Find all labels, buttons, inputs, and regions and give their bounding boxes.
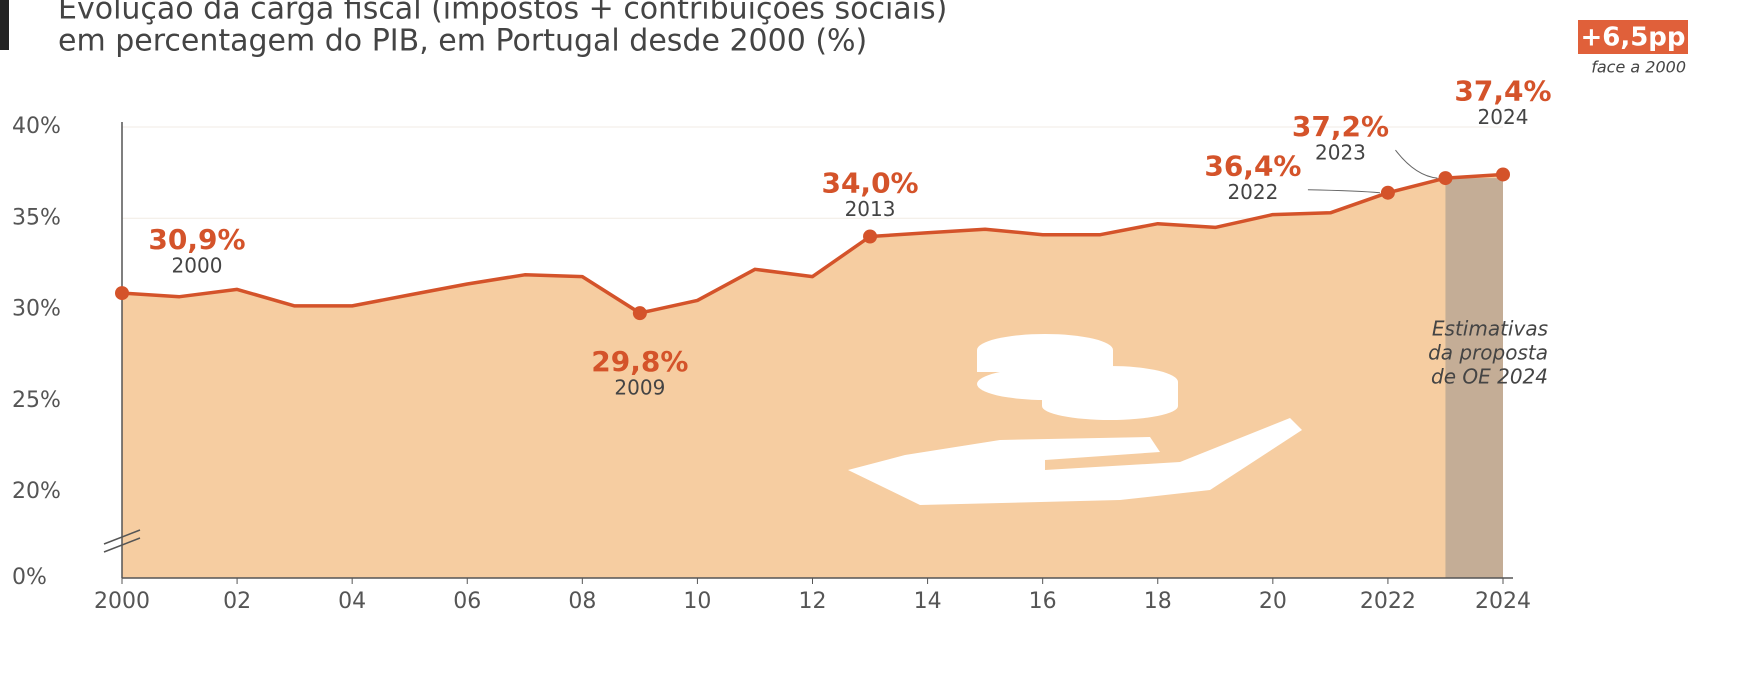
x-tick-label: 04: [338, 589, 366, 614]
year-label: 2009: [614, 376, 665, 400]
coin: [977, 350, 1113, 372]
year-label: 2000: [172, 254, 223, 278]
x-tick-label: 20: [1259, 589, 1287, 614]
year-label: 2023: [1315, 141, 1366, 165]
value-label: 30,9%: [148, 223, 245, 256]
axis-break: [103, 529, 141, 553]
title-bar: [0, 0, 9, 50]
y-tick-label: 25%: [12, 388, 61, 413]
coin: [1042, 392, 1178, 420]
coins-hand-icon: [848, 334, 1302, 505]
value-label: 36,4%: [1204, 150, 1301, 183]
value-label: 37,2%: [1292, 110, 1389, 143]
estimate-region: [1445, 178, 1503, 578]
estimate-label: Estimativas: [1432, 317, 1548, 341]
estimate-label: de OE 2024: [1431, 365, 1548, 389]
point: [1496, 167, 1510, 182]
x-tick-label: 14: [914, 589, 942, 614]
value-label: 37,4%: [1454, 74, 1551, 107]
x-tick-label: 06: [453, 589, 481, 614]
chart-subtitle: em percentagem do PIB, em Portugal desde…: [58, 24, 867, 59]
x-tick-label: 02: [223, 589, 251, 614]
leader-line: [1395, 149, 1438, 179]
year-label: 2024: [1478, 105, 1529, 129]
chart-title: Evolução da carga fiscal (impostos + con…: [58, 0, 947, 27]
y-tick-label: 35%: [12, 205, 61, 230]
point: [863, 229, 878, 244]
point: [1438, 171, 1453, 186]
area: [122, 174, 1503, 578]
badge-box: [1578, 20, 1688, 54]
x-tick-label: 10: [683, 589, 711, 614]
y-tick-label: 30%: [12, 297, 61, 322]
x-tick-label: 2022: [1360, 589, 1416, 614]
x-tick-label: 08: [568, 589, 596, 614]
x-tick-label: 18: [1144, 589, 1172, 614]
point: [1380, 185, 1395, 200]
badge: +6,5pp: [1580, 23, 1685, 53]
estimate-label: da proposta: [1428, 341, 1548, 365]
point: [632, 306, 647, 321]
hand: [848, 418, 1302, 505]
x-tick-label: 2000: [94, 589, 150, 614]
year-label: 2013: [845, 197, 896, 221]
badge-note: face a 2000: [1591, 58, 1686, 77]
year-label: 2022: [1227, 180, 1278, 204]
point: [115, 286, 129, 301]
x-tick-label: 16: [1029, 589, 1057, 614]
line: [121, 172, 1504, 315]
y-tick-label: 20%: [12, 479, 61, 504]
value-label: 29,8%: [591, 345, 688, 378]
y-tick-label: 40%: [12, 114, 61, 139]
x-tick-label: 2024: [1475, 589, 1531, 614]
y-tick-label: 0%: [12, 565, 47, 590]
value-label: 34,0%: [821, 167, 918, 200]
leader-line: [1307, 189, 1380, 194]
x-tick-label: 12: [799, 589, 827, 614]
